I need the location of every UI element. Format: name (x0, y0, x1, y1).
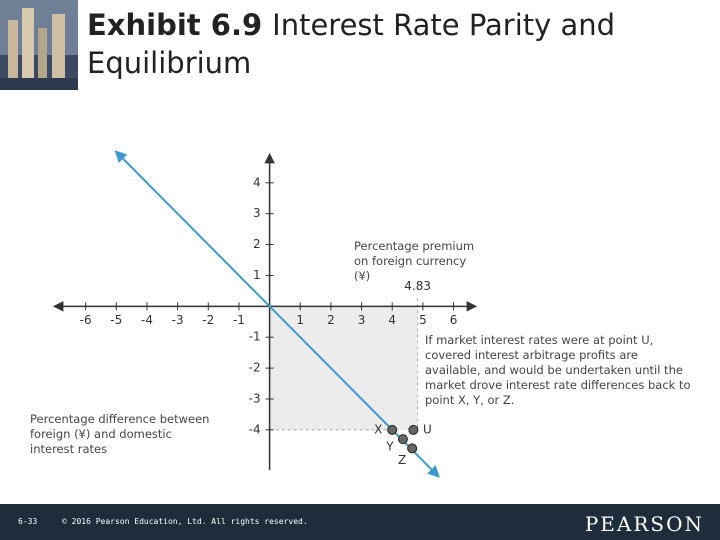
y-tick-label: 4 (253, 175, 261, 189)
x-tick-label: -1 (233, 313, 245, 327)
point (387, 424, 398, 435)
point-label: U (423, 422, 432, 436)
y-tick-label: -1 (249, 330, 261, 344)
x-tick-label: -6 (80, 313, 92, 327)
y-tick-label: -4 (249, 422, 261, 436)
point (407, 443, 418, 454)
y-tick-label: -3 (249, 391, 261, 405)
x-tick-label: -4 (141, 313, 153, 327)
header-image (0, 0, 78, 90)
annotation: If market interest rates were at point U… (425, 333, 691, 407)
x-tick-label: -2 (202, 313, 214, 327)
title-text: Interest Rate Parity and Equilibrium (87, 8, 616, 80)
page-number: 6-33 (18, 517, 38, 526)
y-tick-label: 3 (253, 206, 261, 220)
title: Exhibit 6.9 Interest Rate Parity and Equi… (87, 6, 627, 82)
y-tick-label: 2 (253, 237, 261, 251)
x-tick-label: -5 (110, 313, 122, 327)
parity-line (114, 150, 440, 478)
x-tick-label: 5 (419, 313, 427, 327)
point (408, 424, 419, 435)
x-tick-label: 6 (450, 313, 458, 327)
y-tick-label: 1 (253, 268, 261, 282)
point-label: Y (385, 440, 394, 454)
exhibit-number: Exhibit 6.9 (87, 8, 263, 42)
point-label: Z (398, 453, 406, 467)
point (397, 434, 408, 445)
y-axis-label: Percentage premium on foreign currency (… (354, 239, 475, 283)
y-tick-label: -2 (249, 361, 261, 375)
footer: 6-33 © 2016 Pearson Education, Ltd. All … (0, 504, 720, 540)
brand: PEARSON (584, 512, 704, 536)
x-tick-label: 1 (296, 313, 304, 327)
copyright: © 2016 Pearson Education, Ltd. All right… (62, 517, 308, 526)
x-axis-label: Percentage difference between foreign (¥… (30, 412, 210, 456)
x-tick-label: -3 (172, 313, 184, 327)
x-tick-label: 3 (358, 313, 366, 327)
x-tick-label: 2 (327, 313, 335, 327)
point-label: X (374, 422, 382, 436)
x-tick-label: 4 (388, 313, 396, 327)
